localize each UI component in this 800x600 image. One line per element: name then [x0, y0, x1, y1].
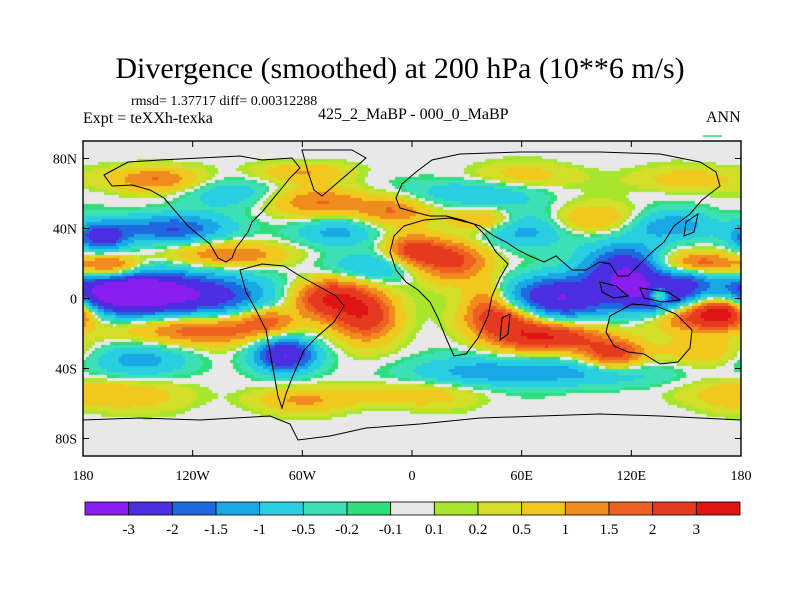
colorbar-swatch [302, 501, 348, 516]
coastline-australia [605, 303, 693, 365]
x-tick-label: 60W [289, 469, 317, 484]
colorbar-label: 3 [693, 522, 701, 538]
colorbar-label: -2 [166, 522, 179, 538]
colorbar-swatch [652, 501, 697, 516]
coastline-africa [389, 217, 509, 357]
x-tick-label: 120E [617, 469, 647, 484]
colorbar: -3 -2 -1.5 -1 -0.5 -0.2 -0.1 0.1 0.2 0.5 1 1.5 2 3 [84, 501, 741, 538]
colorbar-swatch [521, 501, 566, 516]
colorbar-swatch [564, 501, 610, 516]
axes: 180 120W 60W 0 60E 120E 180 80N 40N 0 40S 80S [53, 141, 752, 484]
coastline-greenland [301, 149, 367, 197]
colorbar-label: -0.2 [335, 522, 359, 538]
y-tick-label: 80S [55, 433, 77, 448]
colorbar-swatch [259, 501, 304, 516]
x-tick-label: 120W [176, 469, 211, 484]
coastline-north-america [103, 155, 301, 263]
rmsd-stats: rmsd= 1.37717 diff= 0.00312288 [131, 94, 318, 109]
divergence-field [83, 141, 741, 456]
colorbar-swatch [346, 501, 392, 516]
colorbar-label: -0.5 [291, 522, 315, 538]
colorbar-swatch [215, 501, 261, 516]
season-label: ANN [706, 109, 741, 126]
colorbar-label: -3 [122, 522, 135, 538]
coastline-eurasia [395, 151, 721, 277]
y-tick-label: 40S [55, 363, 77, 378]
colorbar-swatch [608, 501, 654, 516]
colorbar-swatch [433, 501, 479, 516]
y-tick-label: 0 [70, 293, 77, 308]
colorbar-label: -1 [253, 522, 266, 538]
colorbar-label: -1.5 [204, 522, 228, 538]
colorbar-swatch [171, 501, 217, 516]
x-tick-label: 60E [510, 469, 533, 484]
colorbar-swatch [84, 501, 130, 516]
colorbar-label: 0.5 [512, 522, 531, 538]
x-tick-label: 0 [409, 469, 416, 484]
coastline-antarctica [83, 413, 741, 441]
coastline-south-america [239, 263, 345, 410]
map-plot-area [83, 141, 741, 456]
coastlines [83, 149, 741, 441]
colorbar-label: 1 [562, 522, 570, 538]
x-tick-label: 180 [73, 469, 94, 484]
colorbar-label: 0.1 [425, 522, 444, 538]
chart-subtitle: 425_2_MaBP - 000_0_MaBP [318, 106, 509, 123]
x-tick-label: 180 [731, 469, 752, 484]
experiment-label: Expt = teXXh-texka [83, 110, 213, 127]
colorbar-label: 0.2 [469, 522, 488, 538]
colorbar-swatch [477, 501, 523, 516]
colorbar-label: 2 [649, 522, 657, 538]
colorbar-swatch [390, 501, 435, 516]
y-tick-label: 80N [53, 153, 77, 168]
coastline-japan [683, 212, 699, 237]
colorbar-swatch [695, 501, 741, 516]
chart-title: Divergence (smoothed) at 200 hPa (10**6 … [115, 52, 685, 85]
colorbar-swatch [128, 501, 173, 516]
colorbar-label: 1.5 [600, 522, 619, 538]
coastline-madagascar [499, 313, 511, 342]
coastline-maritime-continent [599, 281, 682, 303]
colorbar-label: -0.1 [379, 522, 403, 538]
y-tick-label: 40N [53, 223, 77, 238]
